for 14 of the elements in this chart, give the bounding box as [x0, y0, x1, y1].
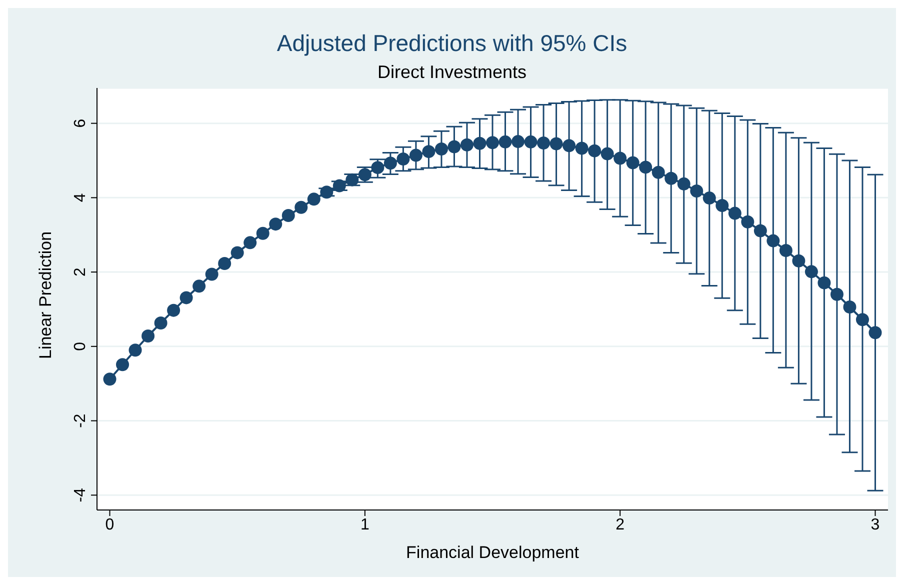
x-axis-title: Financial Development [406, 543, 580, 562]
x-tick-label: 2 [616, 516, 625, 534]
x-tick-label: 0 [105, 516, 114, 534]
x-tick-label: 1 [360, 516, 370, 534]
y-tick-label: -4 [72, 488, 89, 502]
y-tick-label: 6 [72, 118, 89, 128]
y-axis-title: Linear Prediction [36, 231, 56, 359]
y-tick-label: 4 [72, 193, 89, 202]
x-tick-label: 3 [870, 516, 880, 534]
y-tick-label: 0 [72, 342, 89, 351]
chart-title: Adjusted Predictions with 95% CIs [276, 30, 628, 57]
y-tick-label: 2 [72, 267, 89, 276]
y-tick-label: -2 [72, 414, 89, 428]
chart-subtitle: Direct Investments [376, 62, 528, 83]
